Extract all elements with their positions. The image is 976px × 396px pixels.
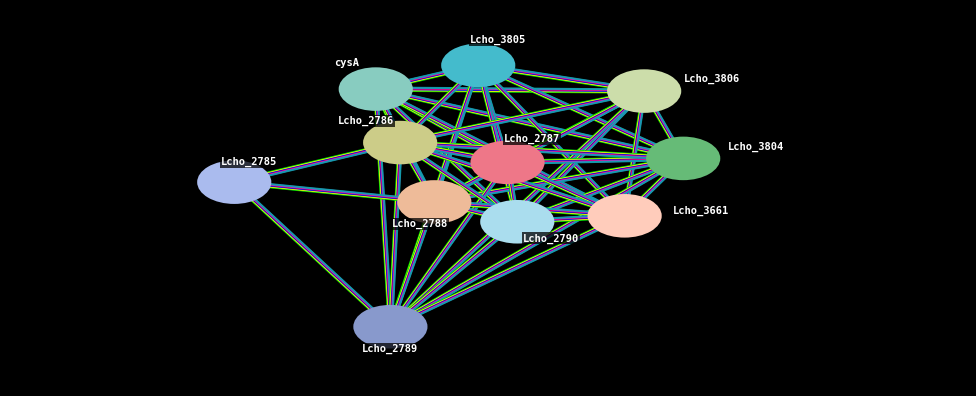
Text: cysA: cysA — [334, 58, 359, 69]
Text: Lcho_2785: Lcho_2785 — [221, 156, 277, 167]
Ellipse shape — [441, 44, 515, 87]
Ellipse shape — [480, 200, 554, 244]
Ellipse shape — [470, 141, 545, 184]
Ellipse shape — [646, 137, 720, 180]
Text: Lcho_2786: Lcho_2786 — [338, 116, 394, 126]
Ellipse shape — [588, 194, 662, 238]
Text: Lcho_2789: Lcho_2789 — [362, 344, 419, 354]
Text: Lcho_2787: Lcho_2787 — [504, 133, 560, 144]
Ellipse shape — [363, 121, 437, 164]
Text: Lcho_3805: Lcho_3805 — [469, 34, 526, 45]
Ellipse shape — [339, 67, 413, 111]
Ellipse shape — [607, 69, 681, 113]
Ellipse shape — [353, 305, 427, 348]
Text: Lcho_2788: Lcho_2788 — [391, 219, 448, 229]
Text: Lcho_2790: Lcho_2790 — [523, 233, 580, 244]
Text: Lcho_3661: Lcho_3661 — [672, 206, 729, 216]
Text: Lcho_3806: Lcho_3806 — [684, 74, 741, 84]
Ellipse shape — [397, 180, 471, 224]
Ellipse shape — [197, 160, 271, 204]
Text: Lcho_3804: Lcho_3804 — [728, 141, 785, 152]
